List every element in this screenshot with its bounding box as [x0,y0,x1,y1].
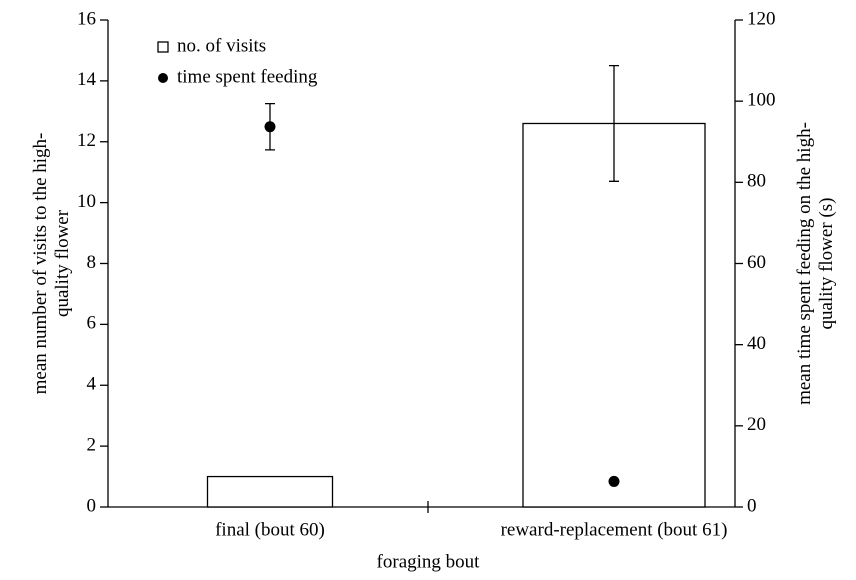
y-tick-label: 16 [77,8,96,29]
y2-axis-label: mean time spent feeding on the high-qual… [794,122,837,405]
x-tick-label: reward-replacement (bout 61) [501,519,728,540]
bar [522,122,706,508]
y2-axis-label-line: mean time spent feeding on the high- [794,122,815,405]
y-axis-label-line: mean number of visits to the high- [30,133,51,395]
point [264,121,276,133]
legend-label: time spent feeding [177,66,318,87]
y-tick-label: 0 [87,495,97,516]
y2-axis-label-line: quality flower (s) [816,198,837,330]
y2-tick-label: 80 [747,171,766,192]
y-tick-label: 12 [77,130,96,151]
y2-tick-label: 120 [747,8,776,29]
legend-label: no. of visits [177,35,266,56]
legend-marker [157,41,169,53]
bar [206,475,334,508]
y-tick-label: 4 [87,374,97,395]
y-tick-label: 6 [87,313,97,334]
y2-tick-label: 0 [747,495,757,516]
y-tick-label: 8 [87,252,97,273]
point [608,475,620,487]
y2-tick-label: 100 [747,90,776,111]
legend-marker [158,73,168,83]
x-tick-label: final (bout 60) [215,519,325,540]
y-axis-label-line: quality flower [52,209,73,317]
y2-tick-label: 40 [747,333,766,354]
y-tick-label: 10 [77,191,96,212]
y-axis-label: mean number of visits to the high-qualit… [30,133,73,395]
x-axis-label: foraging bout [377,551,481,572]
y-tick-label: 2 [87,434,97,455]
error-bar [609,65,619,182]
y2-tick-label: 20 [747,414,766,435]
y2-tick-label: 60 [747,252,766,273]
y-tick-label: 14 [77,69,97,90]
